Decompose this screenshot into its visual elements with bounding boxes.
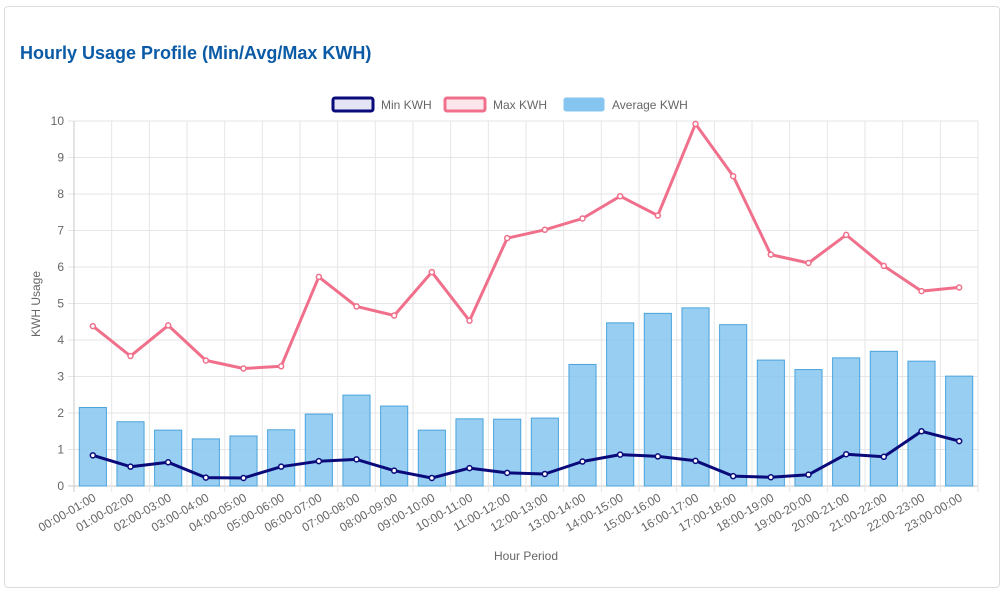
average-kwh-bar	[756, 359, 785, 487]
min-kwh-point	[616, 451, 624, 458]
min-kwh-point	[240, 474, 247, 482]
average-kwh-bar	[794, 369, 823, 487]
y-tick-label: 0	[57, 479, 64, 493]
y-tick-label: 3	[57, 370, 64, 384]
average-kwh-bar	[869, 350, 898, 487]
line-series	[89, 120, 963, 482]
max-kwh-point	[466, 317, 473, 324]
max-kwh-point	[579, 215, 586, 222]
legend-label: Min KWH	[381, 98, 432, 112]
min-kwh-point	[503, 469, 511, 477]
max-kwh-point	[89, 322, 97, 330]
min-kwh-point	[164, 459, 172, 466]
min-kwh-point	[692, 457, 699, 465]
legend-label: Max KWH	[493, 98, 547, 112]
max-kwh-point	[805, 259, 812, 267]
average-kwh-bar	[606, 322, 635, 487]
min-kwh-point	[880, 453, 888, 461]
max-kwh-point	[240, 365, 247, 372]
max-kwh-point	[955, 284, 963, 291]
min-kwh-line	[92, 429, 960, 480]
max-kwh-point	[842, 231, 850, 239]
max-kwh-point	[164, 322, 172, 329]
grid-lines	[68, 120, 979, 492]
chart-card	[4, 6, 1000, 588]
legend[interactable]: Min KWH Max KWH Average KWH	[331, 96, 688, 113]
average-kwh-bar	[945, 375, 974, 487]
max-kwh-point	[541, 226, 549, 234]
y-tick-label: 1	[57, 443, 64, 457]
min-kwh-point	[579, 458, 586, 465]
y-tick-label: 5	[57, 297, 64, 311]
y-tick-label: 2	[57, 406, 64, 420]
average-kwh-bar	[643, 312, 672, 487]
max-kwh-point	[127, 352, 134, 360]
min-kwh-point	[390, 467, 398, 474]
max-kwh-point	[692, 120, 699, 128]
legend-item-min-kwh[interactable]: Min KWH	[331, 96, 432, 113]
max-kwh-point	[390, 312, 398, 319]
y-tick-label: 4	[57, 333, 64, 347]
min-kwh-point	[428, 474, 436, 482]
legend-swatch	[331, 96, 375, 113]
min-kwh-point	[466, 464, 473, 472]
x-axis-title: Hour Period	[494, 549, 558, 563]
chart-title: Hourly Usage Profile (Min/Avg/Max KWH)	[20, 43, 372, 63]
max-kwh-point	[202, 357, 210, 364]
max-kwh-point	[654, 212, 662, 219]
max-kwh-point	[729, 172, 737, 180]
min-kwh-point	[842, 450, 850, 458]
max-kwh-point	[616, 192, 624, 200]
y-tick-label: 10	[51, 114, 65, 128]
y-axis-title: KWH Usage	[29, 271, 43, 337]
min-kwh-point	[277, 463, 285, 470]
average-kwh-bar	[267, 429, 296, 487]
min-kwh-point	[541, 470, 549, 478]
max-kwh-point	[315, 273, 323, 281]
min-kwh-point	[353, 456, 360, 463]
max-kwh-point	[767, 251, 775, 258]
average-kwh-bar	[455, 418, 484, 487]
min-kwh-point	[955, 437, 963, 445]
legend-item-average-kwh[interactable]: Average KWH	[563, 97, 688, 112]
average-kwh-bar	[154, 429, 183, 487]
average-kwh-bar	[304, 413, 333, 487]
max-kwh-point	[353, 303, 360, 310]
min-kwh-point	[315, 457, 323, 465]
min-kwh-point	[654, 453, 662, 460]
average-kwh-bar	[832, 357, 861, 487]
average-kwh-bar	[78, 407, 107, 487]
average-kwh-bar	[907, 360, 936, 487]
max-kwh-point	[428, 268, 436, 276]
average-kwh-bar	[719, 324, 748, 487]
max-kwh-line	[91, 122, 960, 370]
average-kwh-bar	[342, 394, 371, 487]
max-kwh-point	[918, 287, 925, 295]
y-tick-label: 7	[57, 224, 64, 238]
min-kwh-point	[127, 463, 134, 470]
y-tick-label: 8	[57, 187, 64, 201]
min-kwh-point	[805, 471, 812, 478]
y-tick-label: 9	[57, 151, 64, 165]
legend-label: Average KWH	[612, 98, 688, 112]
legend-swatch	[563, 97, 605, 112]
min-kwh-point	[89, 452, 97, 459]
max-kwh-point	[503, 234, 511, 242]
min-kwh-point	[767, 473, 775, 481]
legend-swatch	[443, 96, 487, 113]
average-bars	[78, 307, 974, 487]
min-kwh-point	[202, 474, 210, 481]
max-kwh-point	[880, 262, 888, 270]
min-kwh-point	[918, 428, 925, 435]
max-kwh-point	[277, 363, 285, 370]
average-kwh-bar	[568, 363, 597, 487]
average-kwh-bar	[681, 307, 710, 487]
y-tick-label: 6	[57, 260, 64, 274]
average-kwh-bar	[116, 421, 145, 487]
legend-item-max-kwh[interactable]: Max KWH	[443, 96, 547, 113]
min-kwh-point	[729, 472, 737, 480]
